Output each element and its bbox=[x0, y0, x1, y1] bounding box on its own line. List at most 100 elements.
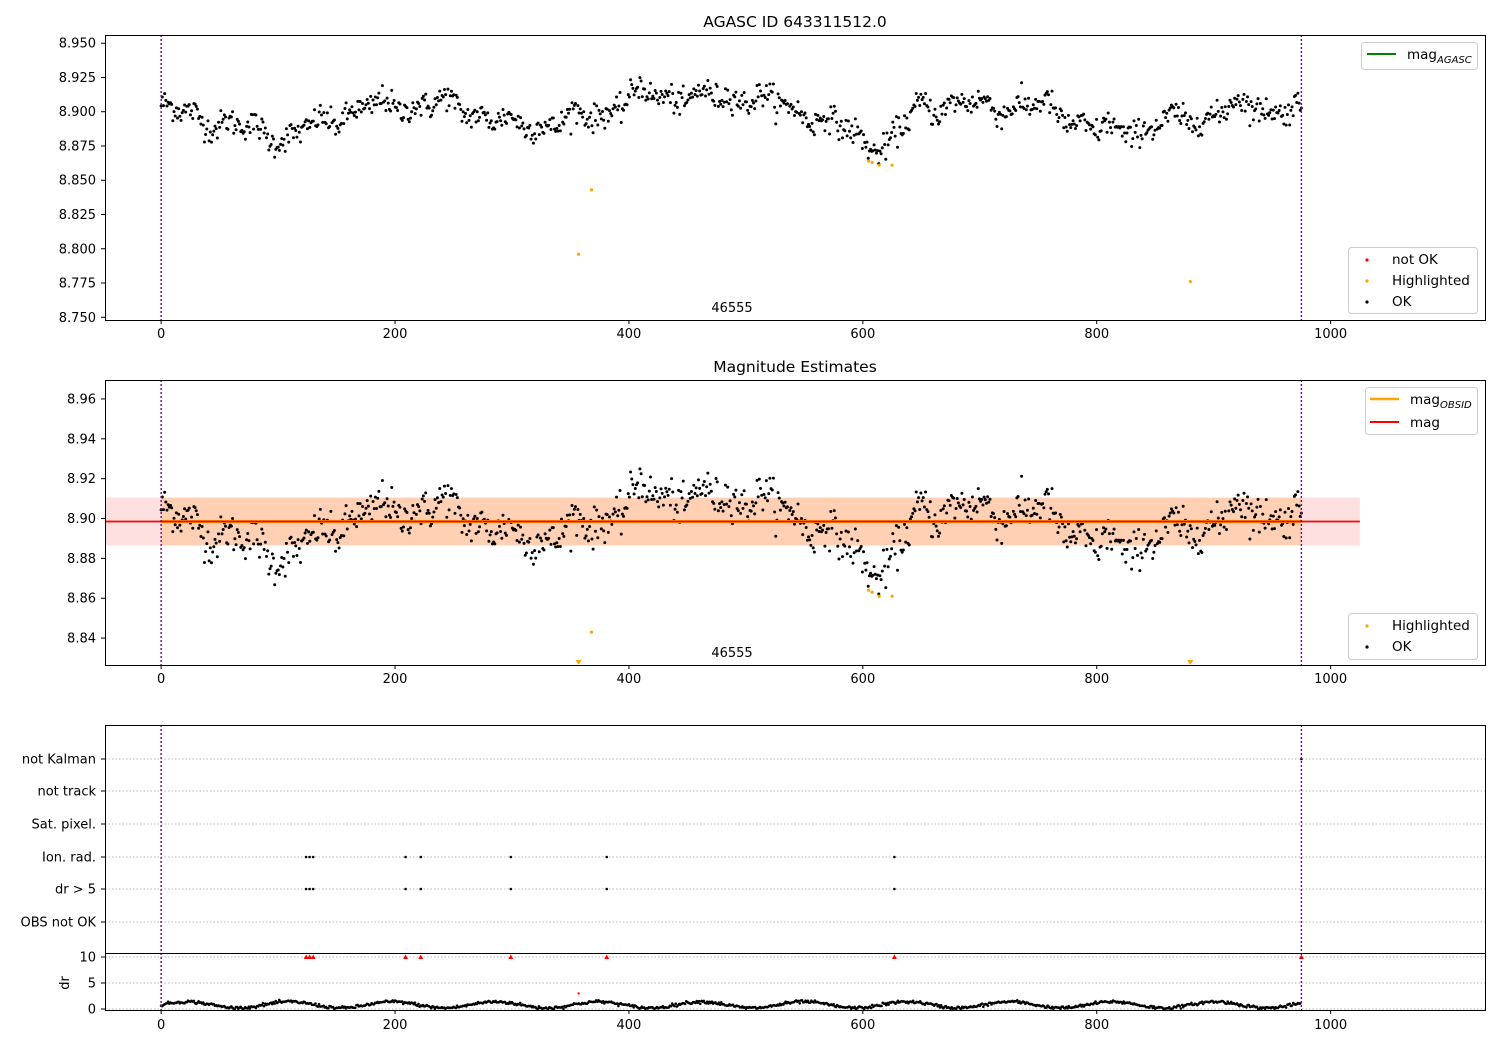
ok-point bbox=[590, 537, 594, 541]
x-tick-label: 800 bbox=[1084, 672, 1109, 687]
ok-point bbox=[680, 96, 684, 100]
ok-point bbox=[373, 495, 377, 499]
flag-point bbox=[893, 855, 896, 859]
ok-point bbox=[485, 529, 489, 533]
ok-point bbox=[631, 86, 635, 90]
ok-point bbox=[318, 507, 322, 511]
ok-point bbox=[1084, 544, 1088, 548]
ok-point bbox=[632, 93, 636, 97]
ok-point bbox=[166, 503, 170, 507]
ok-point bbox=[898, 125, 902, 129]
ok-point bbox=[536, 533, 540, 537]
ok-point bbox=[1103, 530, 1107, 534]
ok-point bbox=[431, 109, 435, 113]
ok-point bbox=[509, 112, 513, 116]
ok-point bbox=[821, 528, 825, 532]
ok-point bbox=[339, 533, 343, 537]
ok-point bbox=[646, 498, 650, 502]
ok-point bbox=[1296, 91, 1300, 95]
ok-point bbox=[588, 115, 592, 119]
dr-point bbox=[1050, 1005, 1054, 1009]
ok-point bbox=[785, 102, 789, 106]
ok-point bbox=[521, 533, 525, 537]
ok-point bbox=[885, 547, 889, 551]
ok-point bbox=[332, 118, 336, 122]
ok-point bbox=[503, 531, 507, 535]
ok-point bbox=[1002, 510, 1006, 514]
ok-point bbox=[939, 508, 943, 512]
ok-point bbox=[1082, 112, 1086, 116]
ok-point bbox=[1028, 112, 1032, 116]
ok-point bbox=[1041, 100, 1045, 104]
ok-point bbox=[1209, 105, 1213, 109]
ok-point bbox=[1022, 106, 1026, 110]
ok-point bbox=[287, 140, 291, 144]
ok-point bbox=[1124, 560, 1128, 564]
ok-point bbox=[1011, 509, 1015, 513]
ok-point bbox=[817, 119, 821, 123]
ok-point bbox=[487, 539, 491, 543]
ok-point bbox=[305, 127, 309, 131]
ok-point bbox=[1261, 107, 1265, 111]
ok-point bbox=[945, 106, 949, 110]
ok-point bbox=[211, 550, 215, 554]
ok-point bbox=[164, 98, 168, 102]
legend-label-mag-agasc: magAGASC bbox=[1407, 47, 1472, 66]
dr-point bbox=[1284, 1006, 1288, 1009]
panel-agasc-data bbox=[159, 35, 1303, 320]
ok-point bbox=[734, 488, 738, 492]
ok-point bbox=[767, 492, 771, 496]
legend-frame bbox=[1348, 613, 1478, 660]
ok-point bbox=[693, 491, 697, 495]
ok-point bbox=[277, 573, 281, 577]
dr-point bbox=[981, 1005, 985, 1008]
ok-point bbox=[822, 114, 826, 118]
ok-point bbox=[1131, 137, 1135, 141]
ok-point bbox=[437, 99, 441, 103]
ok-point bbox=[1042, 102, 1046, 106]
ok-point bbox=[713, 103, 717, 107]
panel-magnitude-data bbox=[105, 380, 1360, 665]
ok-point bbox=[372, 507, 376, 511]
ok-point bbox=[453, 511, 457, 515]
ok-point bbox=[257, 136, 261, 140]
ok-point bbox=[1056, 119, 1060, 123]
ok-point bbox=[1004, 524, 1008, 528]
ok-point bbox=[1181, 101, 1185, 105]
flag-point bbox=[308, 887, 311, 891]
ok-point bbox=[1068, 535, 1072, 539]
ok-point bbox=[1231, 510, 1235, 514]
ok-point bbox=[547, 123, 551, 127]
ok-point bbox=[1071, 530, 1075, 534]
ok-point bbox=[811, 130, 815, 134]
ok-point bbox=[852, 133, 856, 137]
ok-point bbox=[198, 523, 202, 527]
ok-point bbox=[358, 100, 362, 104]
ok-point bbox=[1175, 523, 1179, 527]
ok-point bbox=[1189, 117, 1193, 121]
ok-point bbox=[206, 530, 210, 534]
ok-point bbox=[1024, 514, 1028, 518]
ok-point bbox=[586, 539, 590, 543]
ok-point bbox=[1277, 515, 1281, 519]
dr-tick-label: 0 bbox=[88, 1003, 96, 1018]
ok-point bbox=[264, 136, 268, 140]
ok-point bbox=[636, 481, 640, 485]
ok-point bbox=[851, 561, 855, 565]
ok-point bbox=[1284, 536, 1288, 540]
ok-point bbox=[242, 130, 246, 134]
panel-agasc-axes: 0 200 400 600 800 10008.7508.7758.8008.8258.8… bbox=[59, 37, 1347, 342]
ok-point bbox=[832, 509, 836, 513]
dr-point bbox=[1059, 1007, 1062, 1011]
ok-point bbox=[184, 110, 188, 114]
ok-point bbox=[975, 105, 979, 109]
dr-tick-label: 10 bbox=[79, 951, 96, 966]
ok-point bbox=[1186, 529, 1190, 533]
ok-point bbox=[696, 83, 700, 87]
ok-point bbox=[227, 526, 231, 530]
ok-point bbox=[1182, 522, 1186, 526]
ok-point bbox=[289, 535, 293, 539]
ok-point bbox=[840, 555, 844, 559]
ok-point bbox=[1037, 501, 1041, 505]
ok-point bbox=[863, 140, 867, 144]
